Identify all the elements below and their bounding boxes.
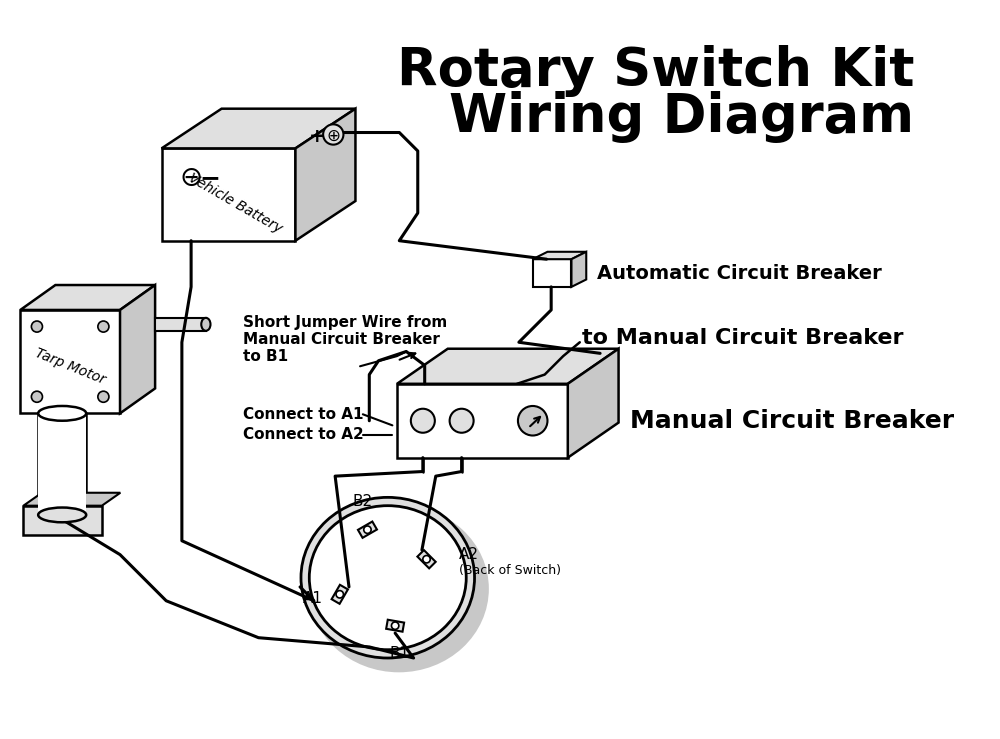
Circle shape	[98, 321, 109, 332]
Ellipse shape	[201, 318, 210, 331]
Ellipse shape	[309, 505, 489, 672]
Polygon shape	[358, 522, 377, 538]
Circle shape	[364, 526, 371, 534]
Text: Tarp Motor: Tarp Motor	[33, 347, 107, 387]
Text: Connect to A1: Connect to A1	[243, 406, 363, 422]
Text: Vehicle Battery: Vehicle Battery	[186, 171, 284, 236]
Circle shape	[31, 321, 42, 332]
Text: Automatic Circuit Breaker: Automatic Circuit Breaker	[597, 264, 882, 282]
Polygon shape	[397, 349, 619, 384]
Circle shape	[411, 409, 435, 433]
Polygon shape	[23, 505, 102, 535]
Circle shape	[450, 409, 474, 433]
Ellipse shape	[38, 406, 86, 420]
Text: to Manual Circuit Breaker: to Manual Circuit Breaker	[582, 327, 903, 347]
Polygon shape	[120, 285, 155, 413]
Text: −: −	[199, 166, 220, 190]
Text: ⊖: ⊖	[179, 164, 203, 192]
Polygon shape	[38, 413, 86, 515]
Polygon shape	[386, 620, 404, 632]
Circle shape	[336, 590, 343, 598]
Polygon shape	[332, 585, 348, 604]
Ellipse shape	[301, 497, 475, 658]
Circle shape	[323, 124, 343, 145]
Circle shape	[391, 622, 399, 630]
Polygon shape	[533, 259, 571, 287]
Polygon shape	[295, 109, 355, 241]
Polygon shape	[20, 310, 120, 413]
Polygon shape	[397, 384, 568, 457]
Text: B2: B2	[353, 494, 373, 509]
Polygon shape	[20, 285, 155, 310]
Text: Short Jumper Wire from
Manual Circuit Breaker
to B1: Short Jumper Wire from Manual Circuit Br…	[243, 315, 447, 364]
Polygon shape	[23, 493, 120, 505]
Polygon shape	[162, 109, 355, 149]
Circle shape	[423, 556, 430, 563]
Text: A2: A2	[459, 547, 479, 562]
Text: Manual Circuit Breaker: Manual Circuit Breaker	[630, 409, 954, 433]
Text: Connect to A2: Connect to A2	[243, 427, 364, 442]
Ellipse shape	[38, 508, 86, 522]
Polygon shape	[571, 252, 586, 287]
Text: A1: A1	[303, 591, 323, 607]
Text: ⊕: ⊕	[326, 126, 340, 144]
Text: B1: B1	[390, 646, 410, 661]
Polygon shape	[417, 550, 436, 568]
Text: Wiring Diagram: Wiring Diagram	[449, 91, 914, 143]
Polygon shape	[533, 252, 586, 259]
Text: +: +	[309, 127, 326, 146]
Circle shape	[31, 391, 42, 402]
Polygon shape	[162, 149, 295, 241]
Polygon shape	[568, 349, 619, 457]
Text: Rotary Switch Kit: Rotary Switch Kit	[397, 45, 914, 97]
Text: (Back of Switch): (Back of Switch)	[459, 564, 561, 577]
Circle shape	[98, 391, 109, 402]
Ellipse shape	[309, 505, 466, 650]
Polygon shape	[155, 318, 206, 331]
Circle shape	[518, 406, 547, 435]
